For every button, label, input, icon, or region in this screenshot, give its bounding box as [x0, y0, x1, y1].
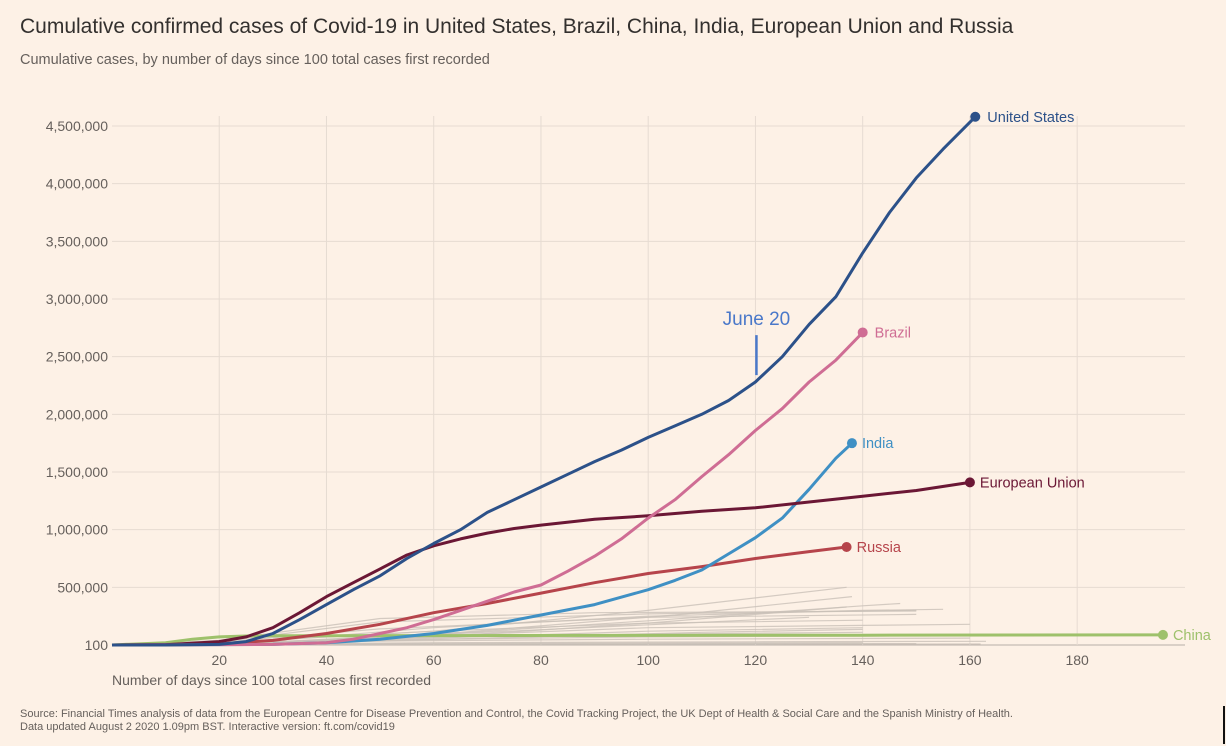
series-line-brazil	[111, 331, 864, 647]
x-tick-label: 40	[319, 652, 335, 668]
y-tick-label: 100	[85, 637, 109, 653]
chart-title: Cumulative confirmed cases of Covid-19 i…	[20, 15, 1014, 38]
y-tick-label: 1,500,000	[46, 464, 108, 480]
x-tick-label: 80	[533, 652, 549, 668]
series-label-india: India	[862, 436, 894, 452]
annotation-label: June 20	[723, 309, 791, 330]
y-tick-label: 2,500,000	[46, 349, 108, 365]
end-point-brazil	[857, 327, 868, 338]
y-tick-labels: 100 500,000 1,000,000 1,500,000 2,000,000 2,5…	[46, 118, 109, 653]
end-point-china	[1157, 629, 1168, 640]
end-point-european-union	[964, 477, 975, 488]
series-line-united-states	[112, 115, 977, 647]
x-tick-label: 100	[637, 652, 661, 668]
end-point-russia	[841, 541, 852, 552]
footer: Source: Financial Times analysis of data…	[20, 708, 1013, 734]
y-tick-label: 1,000,000	[46, 522, 108, 538]
x-tick-label: 140	[851, 652, 875, 668]
source-note: Source: Financial Times analysis of data…	[20, 708, 1013, 720]
y-tick-label: 3,000,000	[46, 291, 108, 307]
series-line-european-union	[111, 480, 971, 647]
y-tick-label: 2,000,000	[46, 406, 108, 422]
x-tick-label: 120	[744, 652, 768, 668]
series-label-brazil: Brazil	[875, 325, 911, 341]
line-chart: 100 500,000 1,000,000 1,500,000 2,000,000 2,5…	[46, 110, 1212, 688]
x-tick-label: 20	[211, 652, 227, 668]
series-label-china: China	[1173, 628, 1212, 644]
text-cursor	[1223, 706, 1225, 744]
y-tick-label: 4,000,000	[46, 176, 108, 192]
y-tick-label: 500,000	[57, 579, 108, 595]
update-note: Data updated August 2 2020 1.09pm BST. I…	[20, 721, 395, 733]
x-tick-label: 60	[426, 652, 442, 668]
annotations: June 20	[723, 309, 791, 376]
main-series: China Russia India European Union Brazil Unit…	[111, 110, 1212, 647]
x-tick-labels: 20 40 60 80 100 120 140 160 180	[211, 652, 1089, 668]
chart-subtitle: Cumulative cases, by number of days sinc…	[20, 52, 490, 68]
x-tick-label: 180	[1065, 652, 1089, 668]
y-tick-label: 3,500,000	[46, 233, 108, 249]
series-line-china	[111, 633, 1164, 647]
x-axis-label: Number of days since 100 total cases fir…	[112, 672, 431, 688]
series-label-european-union: European Union	[980, 475, 1085, 491]
end-point-india	[846, 438, 857, 449]
x-tick-label: 160	[958, 652, 982, 668]
series-label-united-states: United States	[987, 110, 1074, 126]
end-point-united-states	[970, 111, 981, 122]
y-tick-label: 4,500,000	[46, 118, 108, 134]
series-line-india	[111, 442, 854, 647]
series-label-russia: Russia	[857, 540, 902, 556]
series-line-russia	[111, 545, 847, 647]
grid	[112, 116, 1185, 646]
